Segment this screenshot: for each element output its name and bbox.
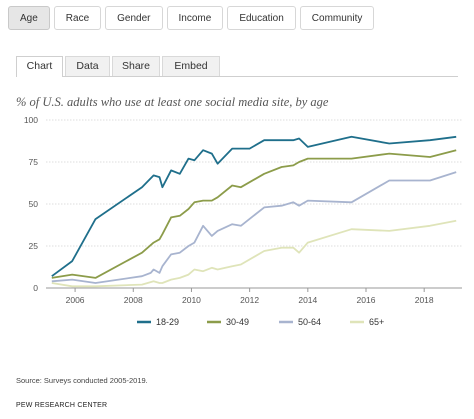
- legend-label-18-29: 18-29: [156, 317, 179, 327]
- series-line-18-29: [51, 135, 457, 277]
- filter-tab-education[interactable]: Education: [227, 6, 296, 30]
- tab-data[interactable]: Data: [65, 56, 110, 76]
- series-line-30-49: [51, 149, 457, 279]
- filter-tab-gender[interactable]: Gender: [105, 6, 163, 30]
- y-tick-label-25: 25: [29, 241, 39, 251]
- x-tick-label-2014: 2014: [298, 295, 317, 305]
- y-tick-label-100: 100: [24, 115, 38, 125]
- line-chart: 0 25 50 75 100 2006 2008 2010 2012 2014 2016 2018 18…: [24, 115, 462, 327]
- legend-label-65+: 65+: [369, 317, 384, 327]
- x-tick-label-2006: 2006: [66, 295, 85, 305]
- legend-label-50-64: 50-64: [298, 317, 321, 327]
- y-tick-label-75: 75: [29, 157, 39, 167]
- tab-embed[interactable]: Embed: [162, 56, 220, 76]
- x-tick-label-2012: 2012: [240, 295, 259, 305]
- pew-credit: PEW RESEARCH CENTER: [16, 402, 108, 409]
- y-tick-label-0: 0: [33, 283, 38, 293]
- filter-tab-age[interactable]: Age: [8, 6, 50, 30]
- view-tabs: Chart Data Share Embed: [16, 56, 458, 77]
- series-line-65+: [51, 219, 457, 288]
- x-tick-label-2008: 2008: [124, 295, 143, 305]
- source-note: Source: Surveys conducted 2005-2019.: [16, 376, 148, 385]
- y-tick-label-50: 50: [29, 199, 39, 209]
- filter-tab-race[interactable]: Race: [53, 6, 102, 30]
- filter-tabs: Age Race Gender Income Education Communi…: [8, 6, 375, 30]
- legend-label-30-49: 30-49: [226, 317, 249, 327]
- x-tick-label-2018: 2018: [415, 295, 434, 305]
- filter-tab-community[interactable]: Community: [299, 6, 375, 30]
- filter-tab-income[interactable]: Income: [166, 6, 224, 30]
- x-tick-label-2010: 2010: [182, 295, 201, 305]
- series-line-50-64: [51, 171, 457, 284]
- chart-title: % of U.S. adults who use at least one so…: [16, 95, 329, 109]
- tab-chart[interactable]: Chart: [16, 56, 63, 77]
- tab-share[interactable]: Share: [112, 56, 160, 76]
- x-tick-label-2016: 2016: [357, 295, 376, 305]
